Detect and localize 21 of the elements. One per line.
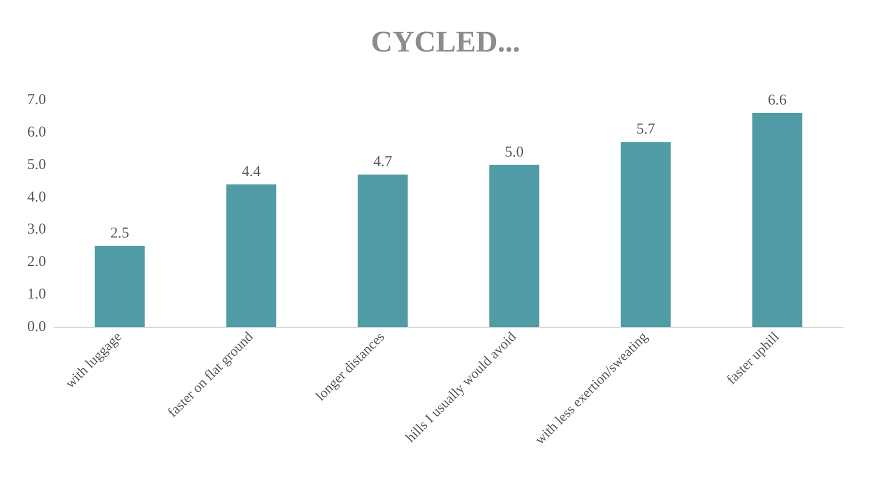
y-tick-label: 3.0 [27, 222, 46, 238]
chart-title: CYCLED... [370, 26, 520, 58]
data-label: 5.0 [504, 144, 524, 160]
y-tick-label: 5.0 [27, 156, 46, 173]
y-tick-label: 4.0 [27, 189, 46, 206]
bar [752, 112, 802, 327]
y-tick-label: 1.0 [27, 286, 46, 303]
data-label: 2.5 [110, 225, 130, 242]
bar [94, 246, 145, 327]
y-tick-label: 2.0 [27, 254, 46, 270]
y-tick-label: 0.0 [27, 319, 46, 335]
y-tick-label: 6.0 [27, 124, 46, 140]
bar [620, 142, 671, 327]
bar [489, 164, 540, 327]
data-label: 4.7 [373, 154, 393, 170]
data-label: 6.6 [768, 92, 788, 108]
data-label: 5.7 [636, 122, 656, 138]
y-tick-label: 7.0 [27, 92, 46, 108]
data-label: 4.4 [242, 164, 262, 180]
bar [226, 184, 276, 327]
bar [358, 174, 408, 327]
